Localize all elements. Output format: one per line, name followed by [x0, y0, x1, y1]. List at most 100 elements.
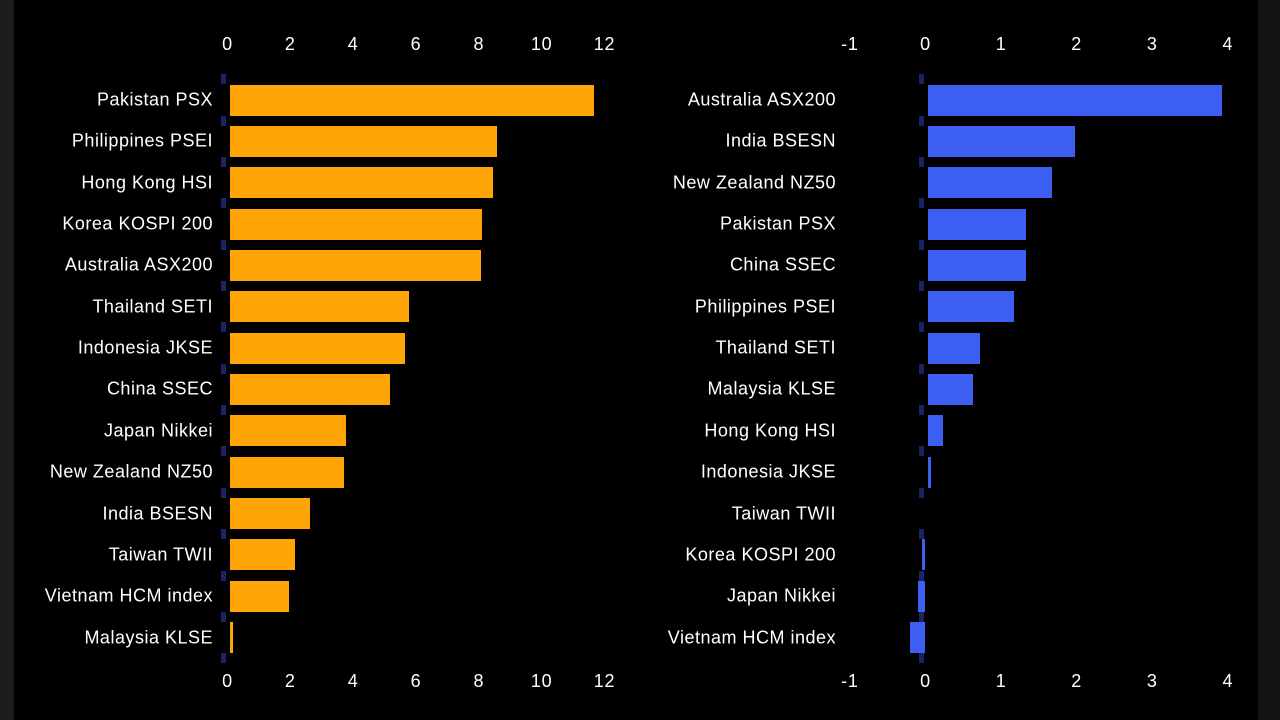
axis-tick-mark	[220, 611, 226, 622]
top-axis-tick-label: 2	[1071, 34, 1083, 54]
category-label: Japan Nikkei	[726, 585, 836, 606]
top-axis-tick-label: 12	[593, 34, 616, 54]
category-label: Taiwan TWII	[108, 544, 213, 565]
axis-tick-mark	[220, 570, 226, 581]
bar	[917, 580, 926, 612]
bar	[229, 415, 346, 447]
right-edge-strip	[1258, 0, 1280, 720]
axis-tick-mark	[220, 115, 226, 126]
bar	[229, 622, 233, 654]
axis-tick-mark	[918, 239, 924, 250]
top-axis-tick-label: 8	[473, 34, 485, 54]
bar	[229, 291, 409, 323]
bar	[229, 84, 594, 116]
axis-tick-mark	[220, 157, 226, 168]
axis-tick-mark	[918, 446, 924, 457]
category-label: Malaysia KLSE	[707, 378, 836, 399]
category-label: Hong Kong HSI	[81, 172, 213, 193]
category-label: India BSESN	[725, 130, 836, 151]
bottom-axis-tick-label: 2	[1071, 671, 1083, 691]
bar	[927, 456, 932, 488]
axis-tick-mark	[220, 487, 226, 498]
axis-tick-mark	[918, 529, 924, 540]
axis-tick-mark	[918, 487, 924, 498]
axis-tick-mark	[220, 446, 226, 457]
left-edge-strip	[0, 0, 14, 720]
axis-tick-mark	[918, 157, 924, 168]
bottom-axis-tick-label: 0	[920, 671, 931, 691]
category-label: Indonesia JKSE	[77, 337, 213, 358]
category-label: Japan Nikkei	[103, 420, 213, 441]
axis-tick-mark	[220, 405, 226, 416]
category-label: Australia ASX200	[687, 89, 836, 110]
axis-tick-mark	[220, 198, 226, 209]
bottom-axis-tick-label: 6	[410, 671, 422, 691]
bar	[927, 291, 1015, 323]
bar	[229, 539, 296, 571]
bottom-axis-tick-label: 0	[222, 671, 233, 691]
bar	[229, 249, 481, 281]
axis-tick-mark	[918, 405, 924, 416]
category-label: Korea KOSPI 200	[62, 213, 213, 234]
axis-tick-mark	[220, 529, 226, 540]
category-label: Thailand SETI	[92, 296, 213, 317]
top-axis-tick-label: 4	[1222, 34, 1234, 54]
category-label: Korea KOSPI 200	[685, 544, 836, 565]
bar	[927, 84, 1223, 116]
axis-tick-mark	[918, 281, 924, 292]
bar	[927, 373, 973, 405]
axis-tick-mark	[220, 239, 226, 250]
category-label: China SSEC	[729, 254, 836, 275]
bar	[921, 539, 926, 571]
bar	[927, 167, 1053, 199]
axis-tick-mark	[918, 653, 924, 664]
bar	[910, 622, 926, 654]
bar	[927, 415, 943, 447]
top-axis-tick-label: -1	[841, 34, 859, 54]
axis-tick-mark	[220, 653, 226, 664]
axis-tick-mark	[918, 74, 924, 85]
category-label: Vietnam HCM index	[667, 627, 836, 648]
category-label: New Zealand NZ50	[672, 172, 836, 193]
bar	[229, 332, 406, 364]
axis-tick-mark	[918, 322, 924, 333]
bottom-axis-tick-label: 12	[593, 671, 616, 691]
category-label: China SSEC	[106, 378, 213, 399]
bottom-axis-tick-label: -1	[841, 671, 859, 691]
bar	[229, 208, 483, 240]
bar	[927, 208, 1026, 240]
top-axis-tick-label: 0	[920, 34, 931, 54]
axis-tick-mark	[918, 198, 924, 209]
bottom-axis-tick-label: 10	[530, 671, 553, 691]
top-axis-tick-label: 10	[530, 34, 553, 54]
axis-tick-mark	[918, 611, 924, 622]
category-label: Malaysia KLSE	[84, 627, 213, 648]
bar	[229, 373, 390, 405]
bottom-axis-tick-label: 1	[995, 671, 1007, 691]
category-label: Thailand SETI	[715, 337, 836, 358]
top-axis-tick-label: 0	[222, 34, 233, 54]
bar	[229, 580, 290, 612]
category-label: Pakistan PSX	[719, 213, 836, 234]
category-label: Hong Kong HSI	[704, 420, 836, 441]
top-axis-tick-label: 1	[995, 34, 1007, 54]
top-axis-tick-label: 2	[284, 34, 296, 54]
axis-tick-mark	[918, 363, 924, 374]
bar	[927, 125, 1075, 157]
category-label: India BSESN	[102, 503, 213, 523]
axis-tick-mark	[918, 570, 924, 581]
category-label: Vietnam HCM index	[44, 585, 213, 606]
axis-tick-mark	[220, 74, 226, 85]
bottom-axis-tick-label: 4	[1222, 671, 1234, 691]
bottom-axis-tick-label: 8	[473, 671, 485, 691]
bottom-axis-tick-label: 2	[284, 671, 296, 691]
top-axis-tick-label: 3	[1146, 34, 1158, 54]
category-label: Philippines PSEI	[694, 296, 836, 317]
top-axis-tick-label: 4	[347, 34, 359, 54]
bottom-axis-tick-label: 3	[1146, 671, 1158, 691]
bottom-axis-tick-label: 4	[347, 671, 359, 691]
category-label: Australia ASX200	[64, 254, 213, 275]
